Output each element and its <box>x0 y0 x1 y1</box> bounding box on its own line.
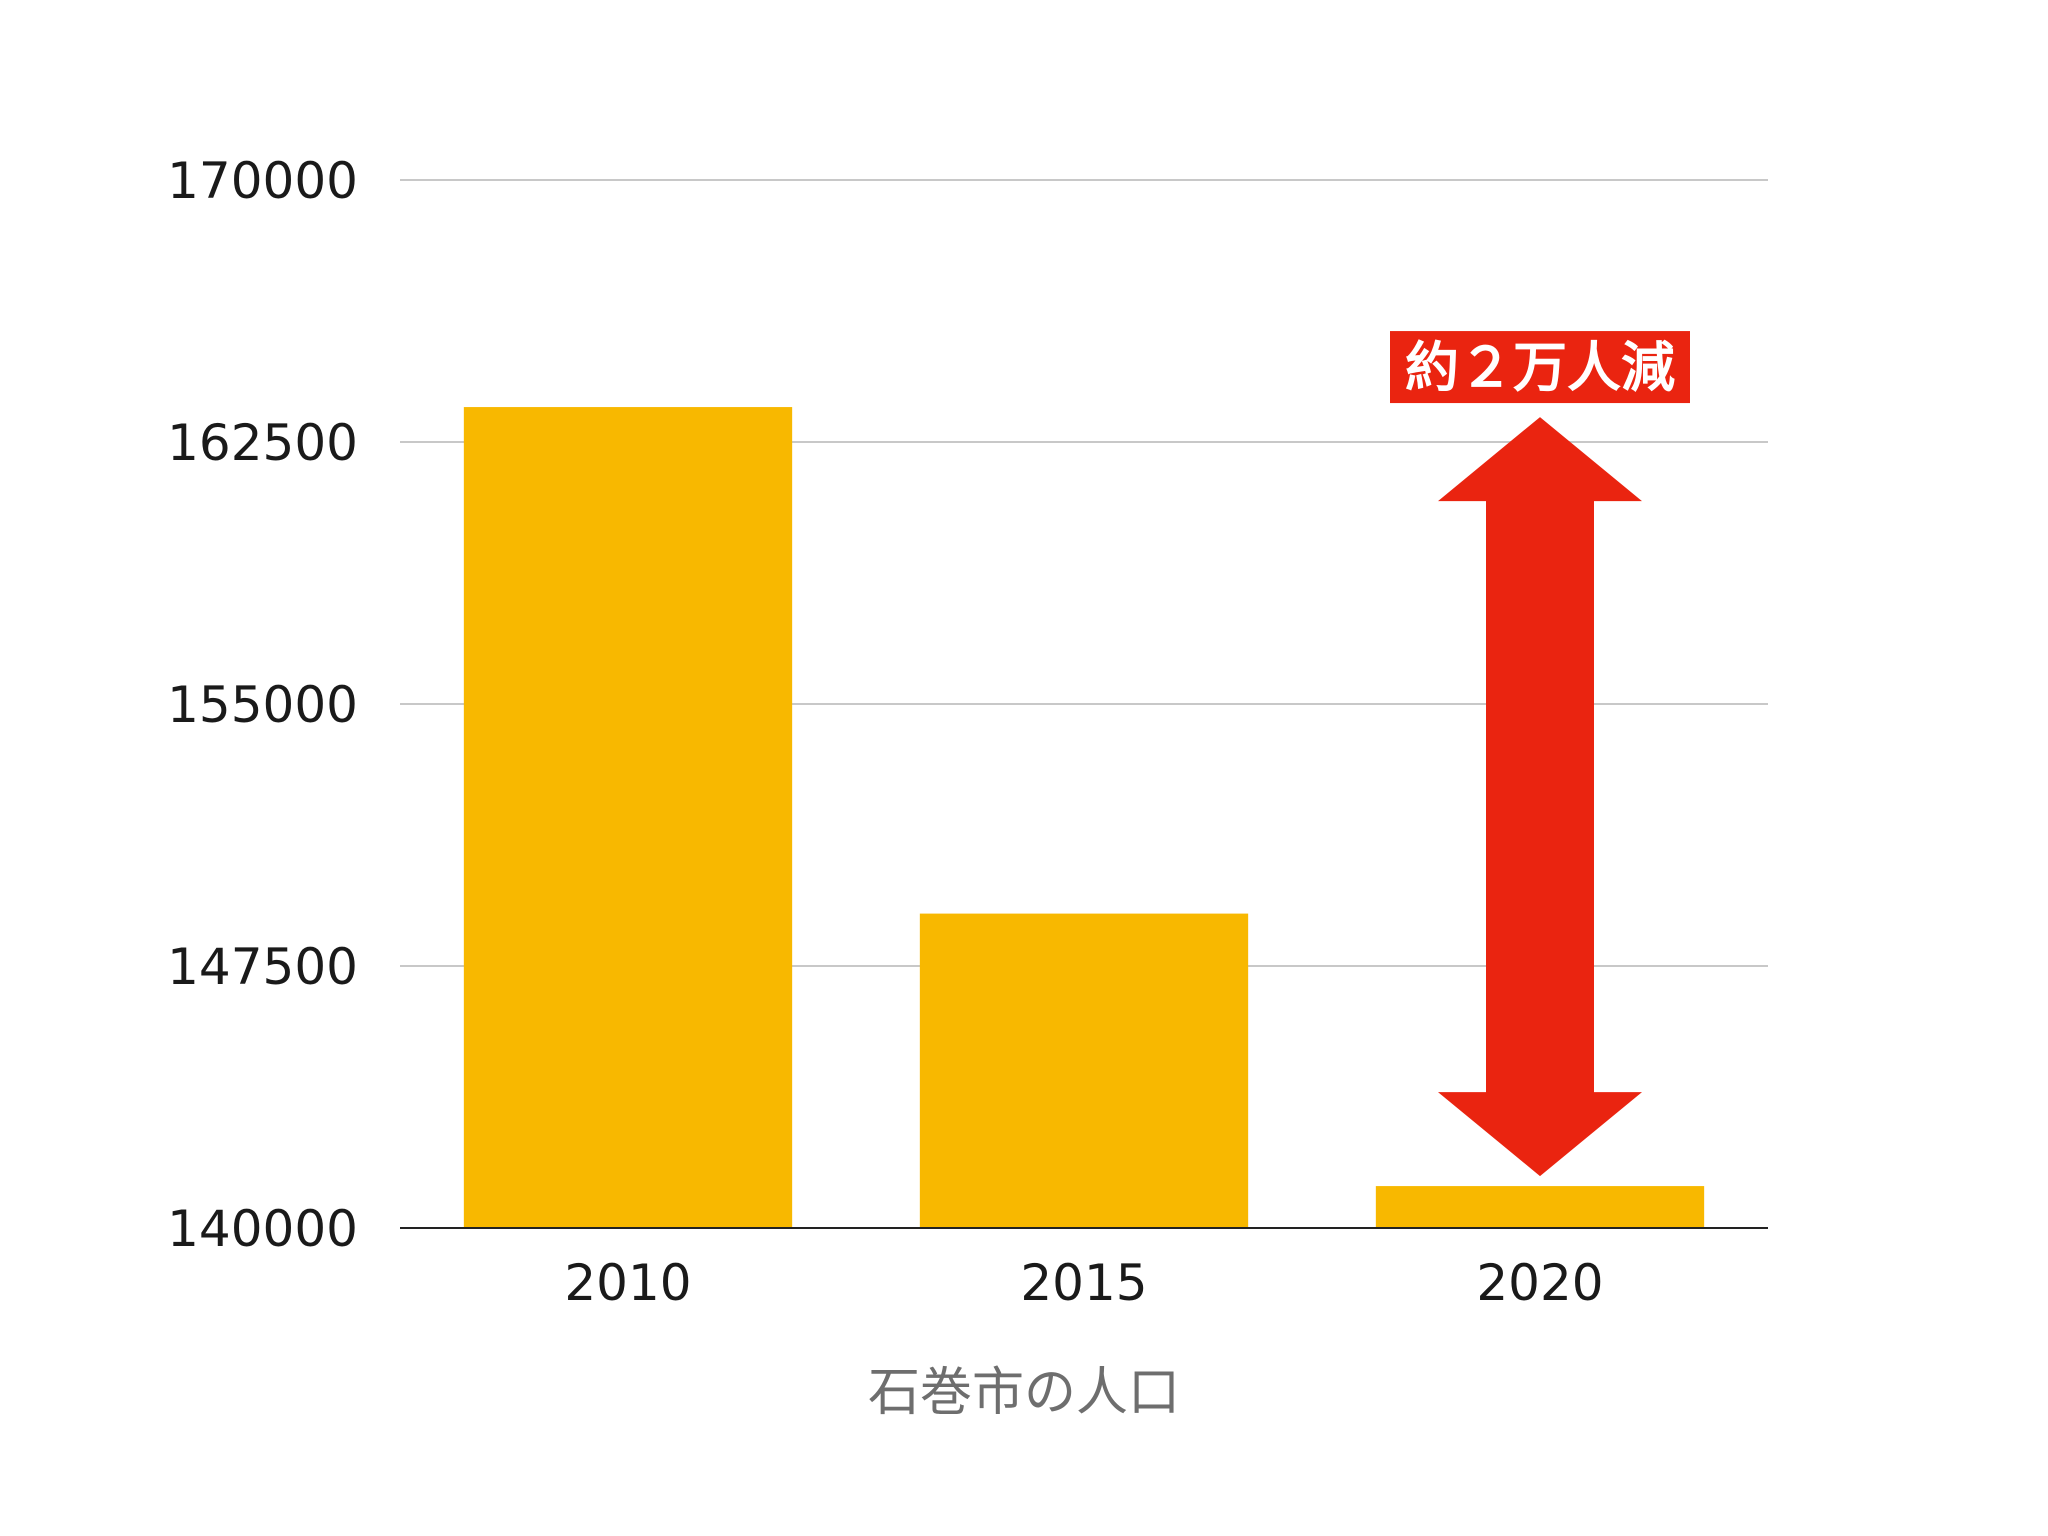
y-tick-label: 140000 <box>167 1200 358 1258</box>
annotation-label: 約２万人減 <box>1405 336 1675 399</box>
y-tick-label: 170000 <box>167 152 358 210</box>
x-axis-title: 石巻市の人口 <box>868 1363 1180 1423</box>
y-tick-label: 162500 <box>167 414 358 472</box>
x-tick-label: 2015 <box>1020 1254 1147 1312</box>
annotation-label-box <box>1390 331 1690 404</box>
y-tick-labels: 170000 162500 155000 147500 140000 <box>167 152 358 1258</box>
y-tick-label: 155000 <box>167 676 358 734</box>
bar <box>1375 1186 1705 1228</box>
bar <box>919 913 1249 1228</box>
x-tick-labels: 2010 2015 2020 <box>564 1254 1603 1312</box>
bars <box>463 407 1705 1229</box>
bar <box>463 407 793 1229</box>
x-tick-label: 2020 <box>1476 1254 1603 1312</box>
x-tick-label: 2010 <box>564 1254 691 1312</box>
y-tick-label: 147500 <box>167 938 358 996</box>
annotation: 約２万人減 <box>1390 331 1690 1177</box>
double-arrow-icon <box>1438 417 1642 1177</box>
